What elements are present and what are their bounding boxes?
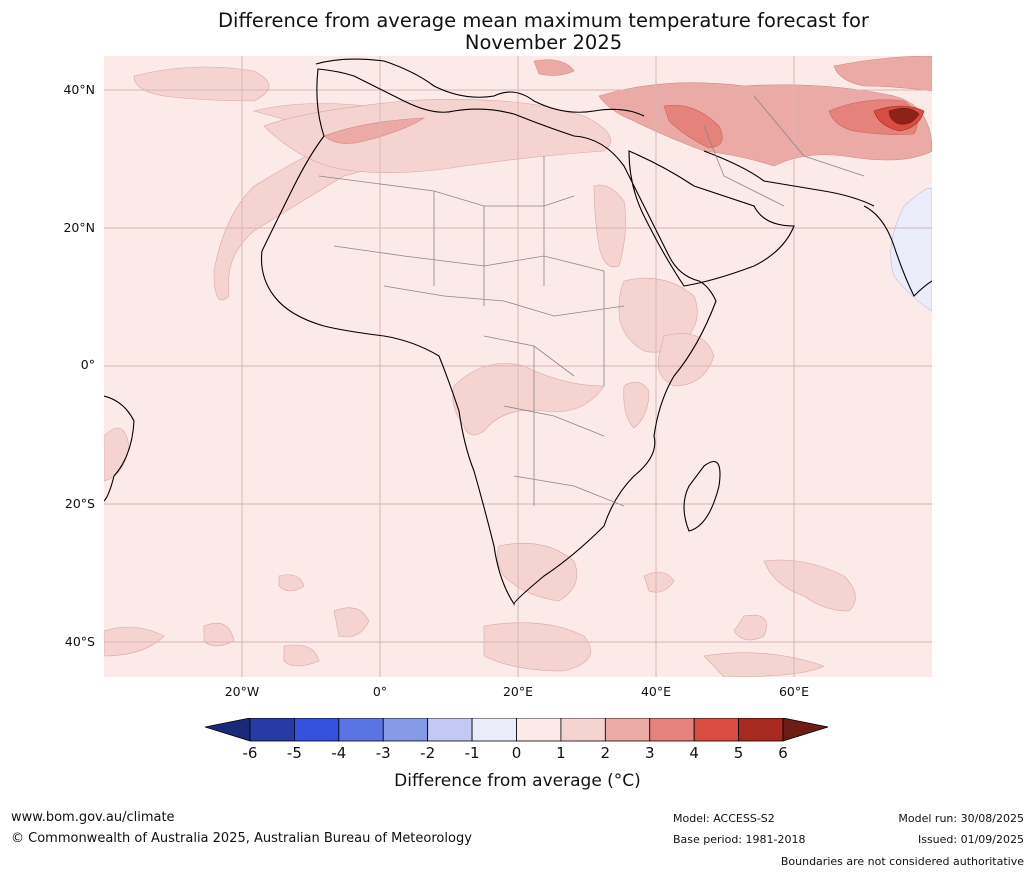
country-borders [318, 95, 865, 507]
colorbar-label: Difference from average (°C) [394, 771, 641, 791]
footer-url[interactable]: www.bom.gov.au/climate [11, 810, 175, 825]
colorbar-tick-label: -3 [375, 744, 391, 762]
colorbar-tick-label: 4 [689, 744, 699, 762]
lat-label-20n: 20°N [63, 220, 95, 235]
lat-label-20s: 20°S [64, 496, 95, 511]
colorbar-tick-label: -5 [286, 744, 302, 762]
colorbar-tick-label: 6 [778, 744, 788, 762]
forecast-map [104, 56, 932, 677]
lon-label-60e: 60°E [778, 684, 810, 699]
colorbar-tick-label: -2 [420, 744, 436, 762]
title-line-2: November 2025 [464, 31, 623, 54]
colorbar-segment [738, 718, 784, 742]
colorbar-segment [471, 718, 517, 742]
colorbar-segment [427, 718, 473, 742]
anomaly-patches-5-6 [888, 107, 920, 125]
graticule [104, 56, 932, 677]
iran-coast [703, 150, 875, 207]
map-svg [104, 56, 932, 677]
colorbar-segment [649, 718, 695, 742]
footer-model-run: Model run: 30/08/2025 [898, 812, 1024, 825]
colorbar-segment [604, 718, 651, 742]
colorbar-segment [516, 718, 562, 742]
colorbar-segment [249, 718, 295, 742]
colorbar-segment [294, 718, 340, 742]
title-line-1: Difference from average mean maximum tem… [218, 9, 869, 32]
europe-coast [315, 58, 645, 117]
colorbar-tick-label: 3 [644, 744, 655, 762]
colorbar-tick-label: 1 [556, 744, 566, 762]
chart-title: Difference from average mean maximum tem… [0, 10, 1035, 54]
lat-label-0: 0° [80, 357, 95, 372]
colorbar-segment [560, 718, 606, 742]
colorbar-tick-label: 0 [511, 744, 522, 762]
colorbar-segments [249, 718, 784, 742]
coastlines [104, 58, 932, 606]
footer-disclaimer: Boundaries are not considered authoritat… [780, 855, 1024, 868]
colorbar-tick-label: -6 [242, 744, 258, 762]
footer-base-period: Base period: 1981-2018 [673, 833, 806, 846]
colorbar-tick-label: -4 [331, 744, 347, 762]
lon-label-20w: 20°W [224, 684, 260, 699]
colorbar-segment [338, 718, 384, 742]
colorbar-extend-high [782, 718, 829, 742]
india-coast [863, 205, 932, 297]
colorbar-extend-low [205, 718, 251, 742]
colorbar-segment [382, 718, 429, 742]
lon-label-0: 0° [372, 684, 388, 699]
anomaly-patches-1-2 [104, 66, 856, 677]
colorbar [205, 718, 829, 742]
lat-label-40n: 40°N [63, 82, 95, 97]
south-america-coast [104, 395, 135, 502]
footer-issued: Issued: 01/09/2025 [917, 833, 1024, 846]
madagascar-coast [683, 461, 721, 532]
anomaly-patches-neg [890, 187, 932, 312]
lon-label-40e: 40°E [640, 684, 672, 699]
colorbar-tick-label: -1 [464, 744, 480, 762]
footer-copyright: © Commonwealth of Australia 2025, Austra… [11, 831, 472, 846]
lon-label-20e: 20°E [502, 684, 534, 699]
colorbar-tick-label: 5 [733, 744, 744, 762]
africa-coast [260, 68, 717, 606]
anomaly-patches-2-3 [323, 56, 932, 167]
colorbar-tick-label: 2 [600, 744, 611, 762]
arabia-coast [628, 150, 795, 287]
footer-model: Model: ACCESS-S2 [673, 812, 775, 825]
lat-label-40s: 40°S [64, 634, 95, 649]
colorbar-segment [693, 718, 739, 742]
